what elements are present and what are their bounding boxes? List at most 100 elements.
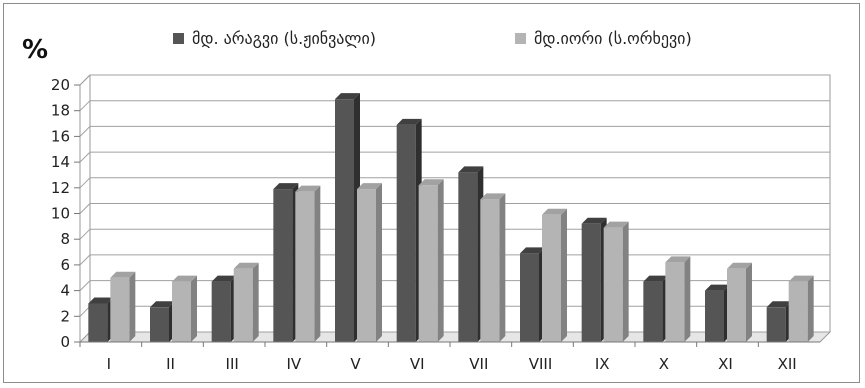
bar-top: [542, 208, 567, 215]
bar-front: [88, 303, 108, 342]
x-tick-label: V: [350, 355, 361, 373]
bar-1-IX: [581, 217, 607, 342]
y-tick-label: 12: [51, 179, 70, 197]
gridline-side: [79, 280, 91, 291]
bar-front: [233, 268, 253, 342]
bar-1-X: [643, 275, 669, 342]
bar-top: [172, 275, 197, 282]
x-tick-label: IX: [595, 355, 610, 373]
bar-1-VII: [458, 166, 484, 342]
bar-front: [766, 307, 786, 342]
bar-side: [684, 256, 691, 342]
bar-1-IV: [273, 183, 299, 342]
bar-1-XI: [705, 284, 730, 342]
gridline-side: [79, 203, 91, 214]
bar-front: [643, 281, 663, 342]
legend-label-series-2: მდ.იორი (ს.ორხევი): [534, 29, 692, 48]
bar-front: [357, 189, 376, 342]
bar-1-VIII: [520, 247, 545, 342]
bar-top: [233, 262, 259, 269]
bar-front: [542, 214, 561, 342]
y-tick-label: 4: [60, 282, 70, 300]
bar-1-I: [88, 297, 114, 342]
y-tick-label: 8: [60, 230, 70, 248]
x-axis-ticks: I II III IV V VI VII VIII IX X XI XII: [79, 341, 820, 373]
y-tick-label: 16: [51, 127, 70, 145]
y-tick-label: 20: [51, 76, 70, 94]
bar-top: [665, 256, 691, 263]
bar-front: [788, 281, 808, 342]
x-tick-label: IV: [286, 355, 301, 373]
bar-front: [273, 189, 293, 342]
x-tick-label: X: [659, 355, 669, 373]
legend: მდ. არაგვი (ს.ჟინვალი) მდ.იორი (ს.ორხევი…: [173, 29, 692, 48]
bar-top: [396, 118, 422, 125]
bar-2-III: [233, 262, 259, 342]
bar-top: [295, 185, 321, 192]
gridline-side: [79, 126, 91, 137]
bar-top: [458, 166, 484, 173]
gridline-side: [79, 228, 91, 240]
bar-front: [603, 227, 623, 342]
bar-top: [110, 271, 136, 278]
bar-side: [499, 193, 506, 342]
legend-swatch-series-2: [515, 33, 526, 44]
bar-side: [191, 275, 197, 342]
x-tick-label: XI: [718, 355, 733, 373]
bar-side: [561, 208, 567, 342]
bar-1-II: [150, 301, 175, 342]
unit-label: %: [22, 35, 48, 65]
y-tick-label: 0: [60, 333, 70, 351]
bar-1-V: [335, 93, 360, 342]
bar-front: [211, 281, 231, 342]
bar-side: [622, 221, 629, 342]
bar-top: [520, 247, 545, 254]
bar-front: [520, 253, 539, 342]
gridline-side: [79, 177, 91, 189]
bar-front: [396, 124, 416, 343]
bar-top: [88, 297, 114, 304]
y-tick-label: 2: [60, 307, 70, 325]
gridline-side: [79, 74, 91, 86]
bar-top: [766, 301, 792, 308]
bar-side: [314, 185, 321, 342]
bars: [88, 93, 814, 343]
bar-top: [480, 193, 506, 200]
bar-top: [211, 275, 237, 282]
bar-top: [273, 183, 299, 190]
bar-top: [727, 262, 752, 269]
legend-swatch-series-1: [173, 33, 184, 44]
bar-1-III: [211, 275, 237, 342]
bar-front: [110, 277, 130, 342]
gridline-side: [79, 100, 91, 112]
x-tick-label: VIII: [529, 355, 553, 373]
bar-2-XII: [788, 275, 814, 342]
bar-top: [357, 183, 382, 190]
bar-front: [581, 223, 601, 342]
bar-side: [807, 275, 814, 342]
bar-2-II: [172, 275, 197, 342]
bar-front: [172, 281, 191, 342]
bar-front: [150, 307, 169, 342]
legend-label-series-1: მდ. არაგვი (ს.ჟინვალი): [192, 29, 376, 48]
x-tick-label: XII: [778, 355, 797, 373]
bar-2-X: [665, 256, 691, 342]
y-tick-label: 10: [51, 205, 70, 223]
bar-front: [727, 268, 746, 342]
bar-front: [458, 172, 478, 342]
bar-2-XI: [727, 262, 752, 342]
bar-2-VIII: [542, 208, 567, 342]
bar-top: [603, 221, 629, 228]
bar-2-V: [357, 183, 382, 342]
bar-1-XII: [766, 301, 792, 342]
bar-top: [418, 179, 444, 186]
gridline-side: [79, 254, 91, 266]
bar-side: [376, 183, 382, 342]
x-tick-label: VII: [469, 355, 488, 373]
gridline-side: [79, 151, 91, 163]
bar-front: [665, 262, 685, 342]
bar-front: [480, 199, 500, 342]
y-axis-ticks: 0 2 4 6 8 10 12 14 16 18 20: [51, 76, 70, 351]
bar-side: [129, 271, 136, 342]
